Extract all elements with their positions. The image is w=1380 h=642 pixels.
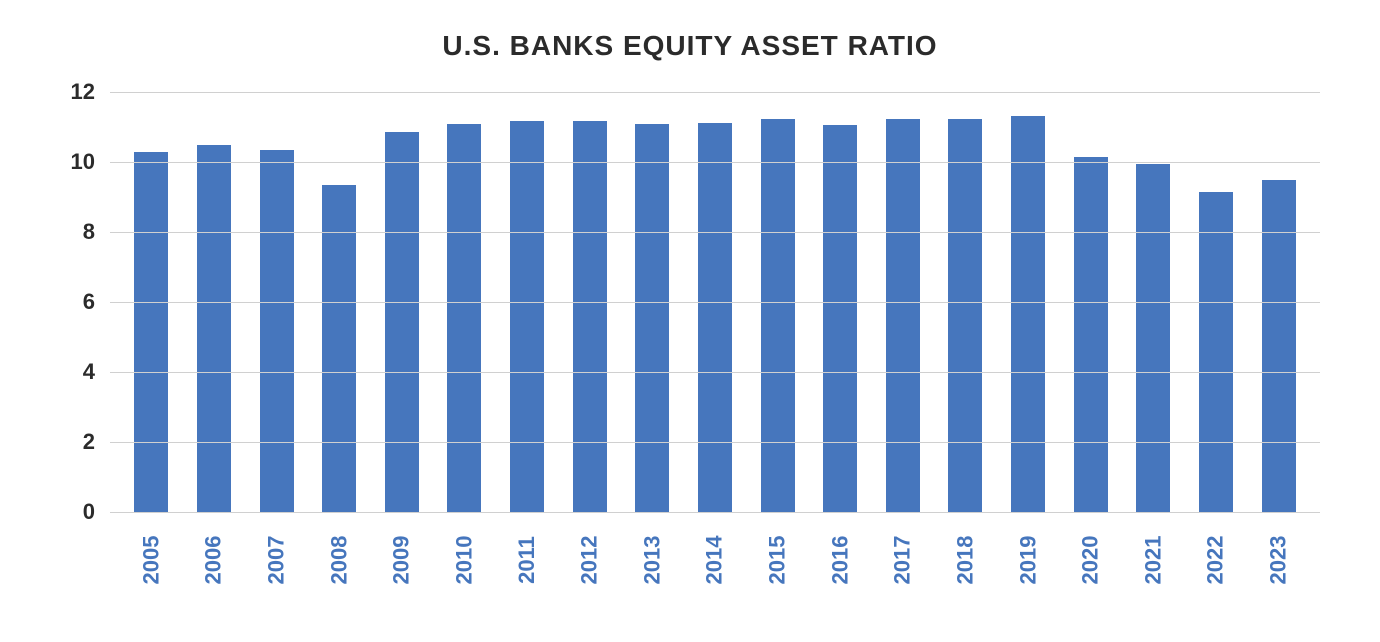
- x-tick-label: 2013: [639, 536, 665, 585]
- bar-group: [1059, 157, 1122, 512]
- x-label-item: 2023: [1247, 527, 1310, 573]
- chart-title: U.S. BANKS EQUITY ASSET RATIO: [40, 30, 1340, 62]
- plot-area: 024681012: [110, 92, 1320, 512]
- chart-container: U.S. BANKS EQUITY ASSET RATIO 024681012 …: [40, 20, 1340, 622]
- bar: [948, 119, 982, 512]
- x-tick-label: 2008: [326, 536, 352, 585]
- y-tick-label: 2: [83, 429, 95, 455]
- grid-line: [110, 372, 1320, 373]
- x-tick-label: 2015: [765, 536, 791, 585]
- y-tick-label: 10: [71, 149, 95, 175]
- bar: [1262, 180, 1296, 513]
- x-label-item: 2021: [1122, 527, 1185, 573]
- x-label-item: 2010: [433, 527, 496, 573]
- x-tick-label: 2012: [577, 536, 603, 585]
- bar: [385, 132, 419, 512]
- y-tick-label: 12: [71, 79, 95, 105]
- grid-line: [110, 232, 1320, 233]
- bar-group: [1247, 180, 1310, 513]
- bar-group: [746, 119, 809, 512]
- bar-group: [872, 119, 935, 512]
- bar-group: [621, 124, 684, 513]
- bar-group: [433, 124, 496, 513]
- bar-group: [183, 145, 246, 513]
- grid-line: [110, 92, 1320, 93]
- y-tick-label: 6: [83, 289, 95, 315]
- x-label-item: 2009: [371, 527, 434, 573]
- bar: [322, 185, 356, 512]
- x-tick-label: 2023: [1266, 536, 1292, 585]
- x-tick-label: 2016: [827, 536, 853, 585]
- x-tick-label: 2011: [514, 536, 540, 584]
- bar: [1011, 116, 1045, 512]
- bar: [698, 123, 732, 512]
- grid-line: [110, 162, 1320, 163]
- grid-line: [110, 442, 1320, 443]
- bar-group: [558, 121, 621, 512]
- x-label-item: 2008: [308, 527, 371, 573]
- y-axis: 024681012: [55, 92, 105, 512]
- x-tick-label: 2005: [138, 536, 164, 585]
- x-tick-label: 2020: [1078, 536, 1104, 585]
- bar: [886, 119, 920, 512]
- x-label-item: 2017: [872, 527, 935, 573]
- bar: [573, 121, 607, 512]
- bar: [447, 124, 481, 513]
- bar: [134, 152, 168, 513]
- bar: [1199, 192, 1233, 512]
- x-axis-labels: 2005200620072008200920102011201220132014…: [110, 527, 1320, 573]
- bar-group: [809, 125, 872, 512]
- y-tick-label: 4: [83, 359, 95, 385]
- bar: [260, 150, 294, 512]
- bar-group: [1122, 164, 1185, 512]
- bar: [1136, 164, 1170, 512]
- x-tick-label: 2019: [1015, 536, 1041, 585]
- x-tick-label: 2006: [201, 536, 227, 585]
- bar-group: [496, 121, 559, 512]
- x-label-item: 2006: [183, 527, 246, 573]
- x-tick-label: 2014: [702, 536, 728, 585]
- x-label-item: 2011: [496, 527, 559, 573]
- bar: [1074, 157, 1108, 512]
- grid-line: [110, 512, 1320, 513]
- x-label-item: 2020: [1059, 527, 1122, 573]
- bar-group: [934, 119, 997, 512]
- x-label-item: 2015: [746, 527, 809, 573]
- bar-group: [684, 123, 747, 512]
- x-label-item: 2005: [120, 527, 183, 573]
- x-tick-label: 2017: [890, 536, 916, 585]
- bar: [761, 119, 795, 512]
- bar-group: [245, 150, 308, 512]
- y-tick-label: 8: [83, 219, 95, 245]
- bar: [823, 125, 857, 512]
- x-label-item: 2019: [997, 527, 1060, 573]
- x-tick-label: 2021: [1140, 536, 1166, 585]
- x-label-item: 2013: [621, 527, 684, 573]
- x-label-item: 2022: [1185, 527, 1248, 573]
- y-tick-label: 0: [83, 499, 95, 525]
- bar-group: [1185, 192, 1248, 512]
- x-label-item: 2012: [558, 527, 621, 573]
- bar-group: [371, 132, 434, 512]
- x-tick-label: 2009: [389, 536, 415, 585]
- x-tick-label: 2010: [451, 536, 477, 585]
- bar-group: [997, 116, 1060, 512]
- bar: [635, 124, 669, 513]
- bar: [197, 145, 231, 513]
- x-label-item: 2007: [245, 527, 308, 573]
- x-tick-label: 2022: [1203, 536, 1229, 585]
- x-tick-label: 2018: [952, 536, 978, 585]
- x-label-item: 2014: [684, 527, 747, 573]
- x-label-item: 2018: [934, 527, 997, 573]
- x-label-item: 2016: [809, 527, 872, 573]
- bar-group: [308, 185, 371, 512]
- grid-line: [110, 302, 1320, 303]
- bar: [510, 121, 544, 512]
- x-tick-label: 2007: [264, 536, 290, 585]
- bar-group: [120, 152, 183, 513]
